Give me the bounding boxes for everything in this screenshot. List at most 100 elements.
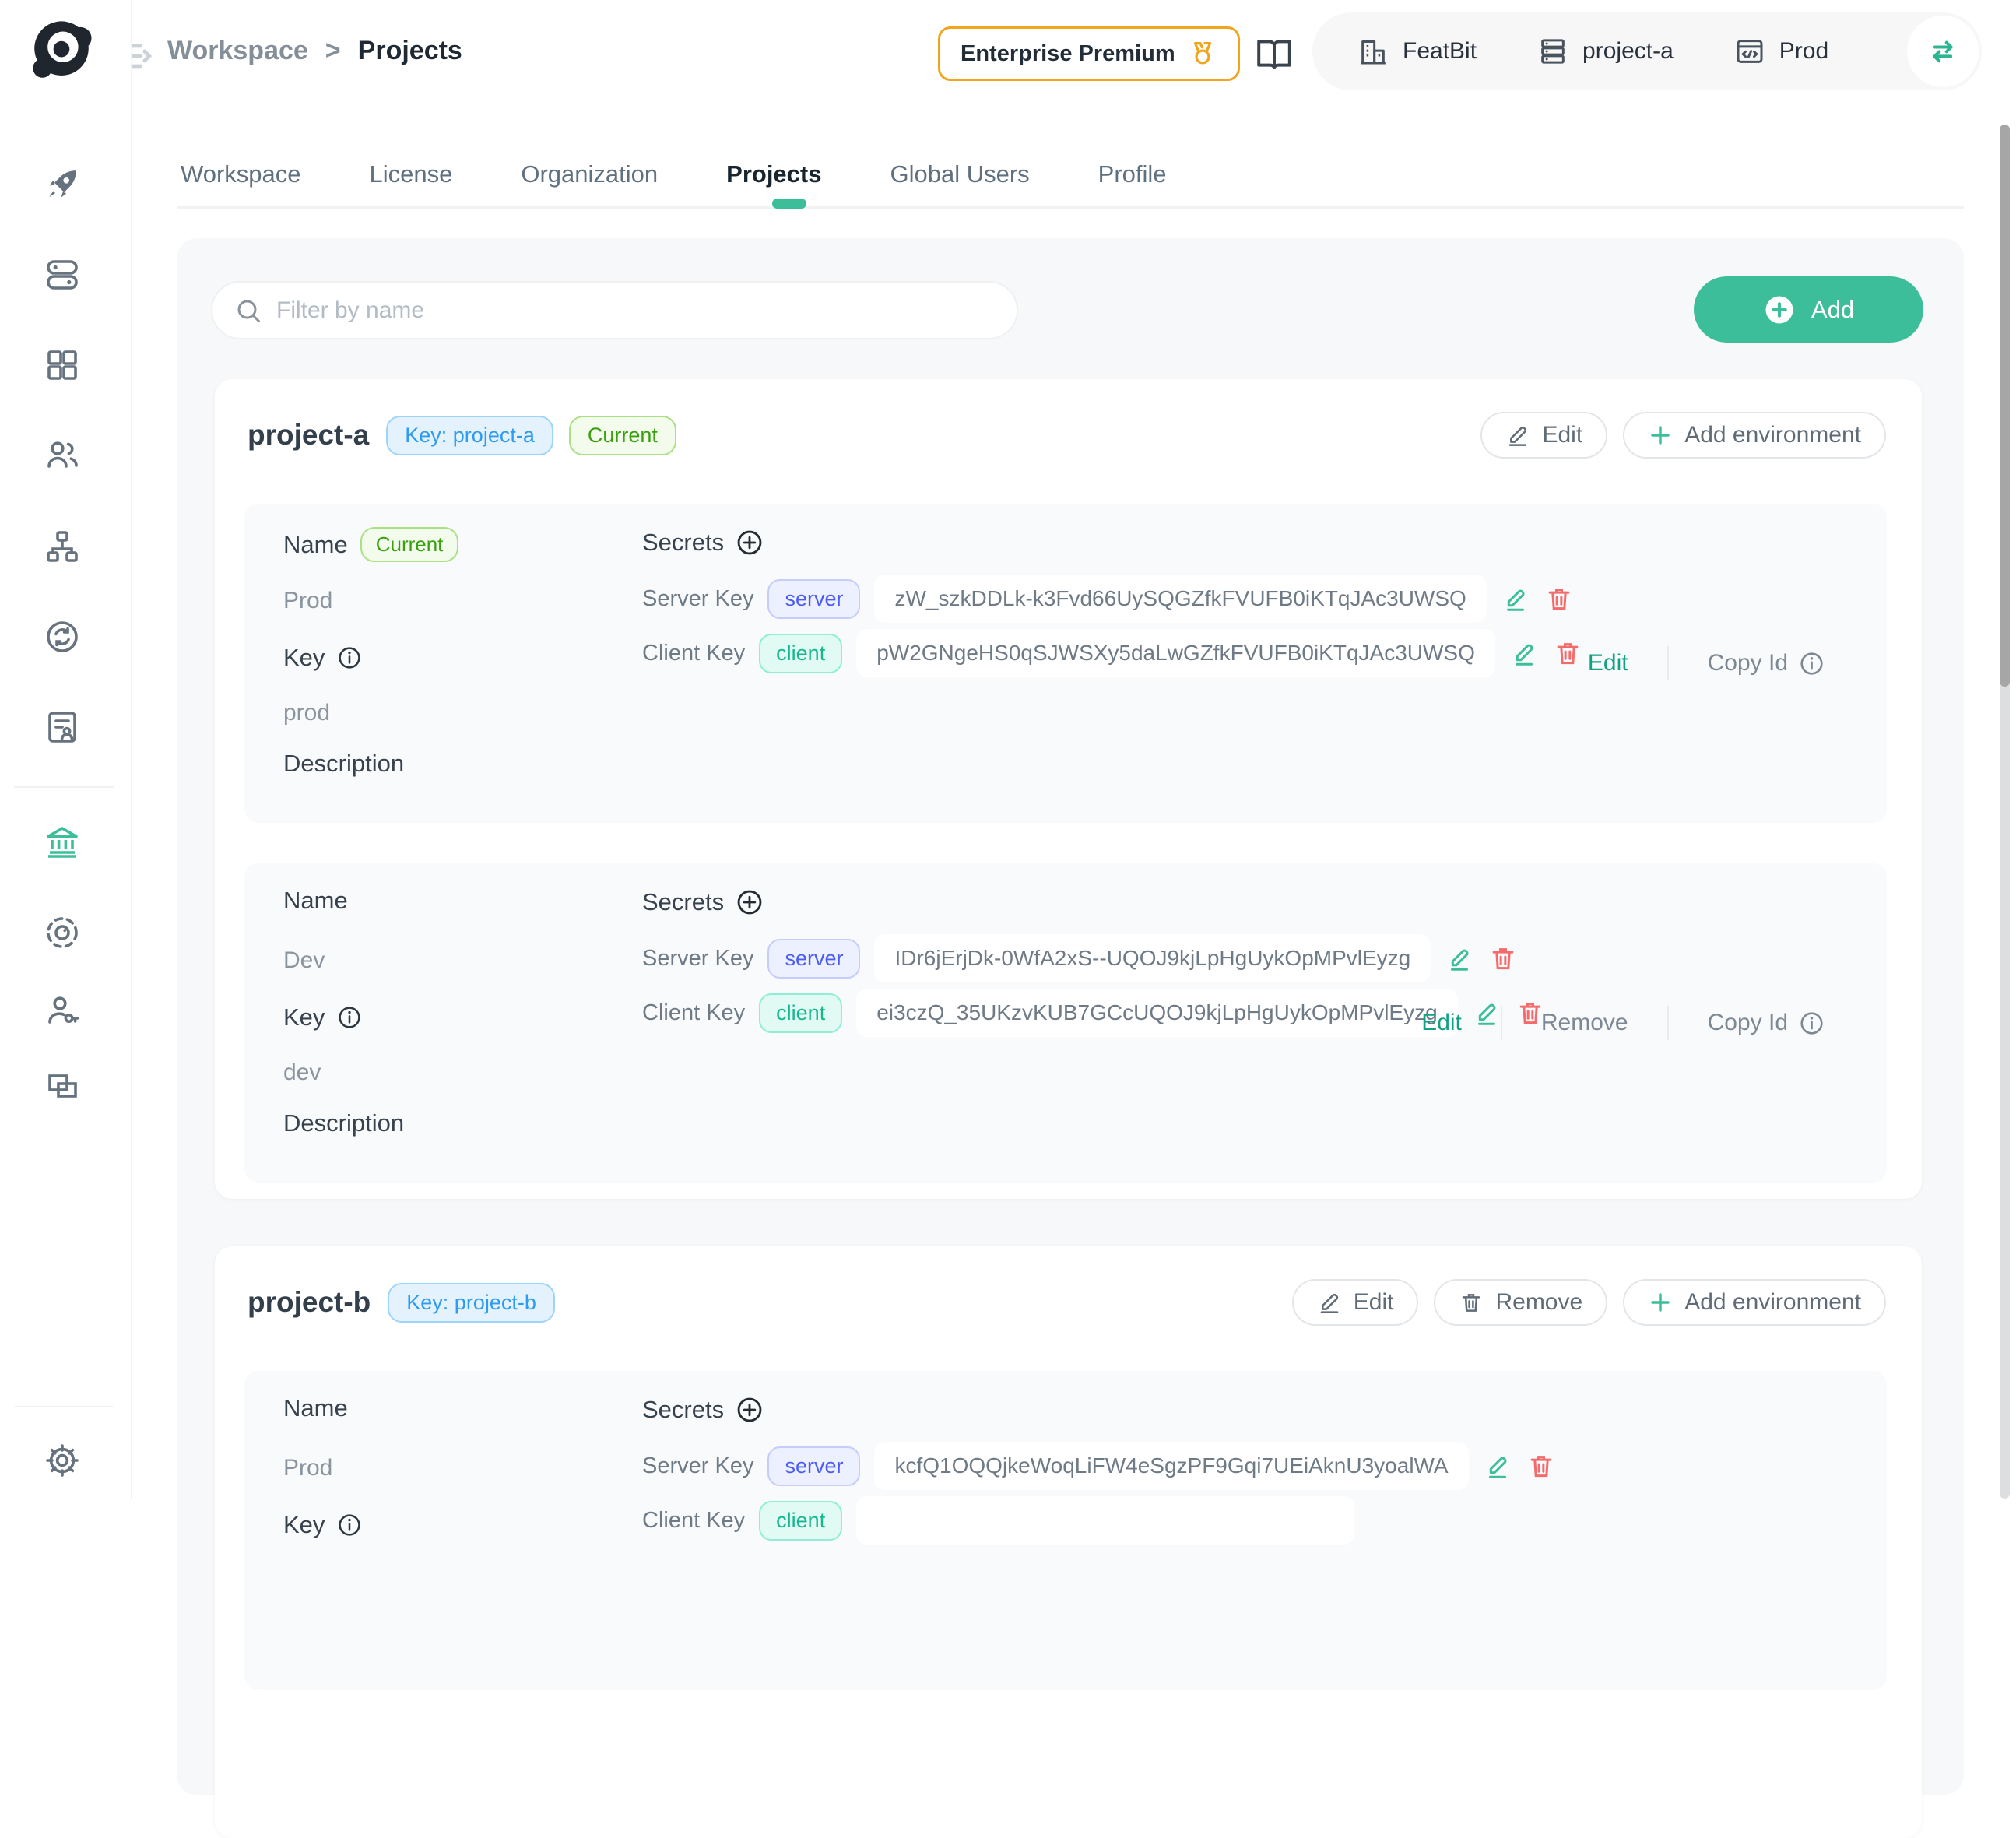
server-key-value: IDr6jErjDk-0WfA2xS--UQOJ9kjLpHgUykOpMPvl… <box>874 934 1431 982</box>
environment-name: Prod <box>283 1455 333 1481</box>
client-key-value <box>856 1496 1355 1545</box>
get-started-rocket-icon[interactable] <box>44 166 81 203</box>
switch-context-button[interactable] <box>1907 16 1979 87</box>
context-organization-label: FeatBit <box>1403 38 1477 64</box>
iam-eye-icon[interactable] <box>44 914 81 951</box>
context-project-label: project-a <box>1582 38 1674 64</box>
scrollbar-thumb[interactable] <box>2000 125 2010 687</box>
project-header: project-a Key: project-a Current Edit Ad… <box>215 379 1922 459</box>
secrets-header: Secrets <box>642 888 764 916</box>
sidebar <box>0 0 132 1499</box>
environment-name: Dev <box>283 947 325 973</box>
edit-secret-icon[interactable] <box>1445 944 1474 973</box>
add-secret-icon[interactable] <box>736 888 764 916</box>
remove-project-button[interactable]: Remove <box>1434 1279 1608 1326</box>
medal-icon <box>1188 39 1217 69</box>
tab-license[interactable]: License <box>369 160 453 188</box>
environment-console-icon <box>1737 40 1763 63</box>
relay-proxy-boxes-icon[interactable] <box>44 1067 81 1105</box>
delete-secret-icon[interactable] <box>1544 584 1574 613</box>
add-button-label: Add <box>1811 295 1855 323</box>
plus-icon <box>1651 1293 1670 1312</box>
environment-row: Name Dev Key dev Description Secrets <box>244 863 1887 1183</box>
tab-workspace[interactable]: Workspace <box>181 160 301 188</box>
add-environment-button[interactable]: Add environment <box>1623 412 1886 459</box>
feature-flags-toggles-icon[interactable] <box>44 256 81 293</box>
segments-sitemap-icon[interactable] <box>44 528 81 565</box>
context-organization[interactable]: FeatBit <box>1357 36 1477 67</box>
context-project[interactable]: project-a <box>1537 36 1674 67</box>
info-icon[interactable] <box>337 645 362 670</box>
filter-by-name-input[interactable] <box>276 297 1001 324</box>
context-bar: FeatBit project-a Prod <box>1312 12 1982 90</box>
edit-secret-icon[interactable] <box>1483 1451 1512 1481</box>
edit-environment-link[interactable]: Edit <box>1587 650 1628 676</box>
environment-key: dev <box>283 1060 321 1085</box>
breadcrumb-section[interactable]: Workspace <box>167 36 308 65</box>
client-key-value: pW2GNgeHS0qSJWSXy5daLwGZfkFVUFB0iKTqJAc3… <box>856 629 1495 677</box>
add-secret-icon[interactable] <box>736 1396 764 1424</box>
server-type-badge: server <box>767 938 861 979</box>
info-icon[interactable] <box>337 1513 362 1538</box>
active-tab-indicator <box>772 199 806 209</box>
delete-secret-icon[interactable] <box>1516 998 1545 1028</box>
copy-id-link[interactable]: Copy Id <box>1669 1010 1863 1036</box>
action-divider <box>1667 646 1669 680</box>
client-type-badge: client <box>759 633 843 673</box>
delete-secret-icon[interactable] <box>1488 944 1518 973</box>
project-title: project-b <box>248 1286 371 1318</box>
workspace-bank-icon[interactable] <box>44 824 81 861</box>
add-environment-button[interactable]: Add environment <box>1623 1279 1886 1326</box>
action-divider <box>1500 1006 1502 1040</box>
server-key-row: Server Key server zW_szkDDLk-k3Fvd66UySQ… <box>642 574 1574 624</box>
tab-profile[interactable]: Profile <box>1098 160 1167 188</box>
client-type-badge: client <box>759 993 843 1033</box>
server-key-row: Server Key server kcfQ1OQQjkeWoqLiFW4eSg… <box>642 1441 1556 1491</box>
remove-environment-link[interactable]: Remove <box>1540 1010 1628 1035</box>
project-stack-icon <box>1541 39 1565 64</box>
edit-secret-icon[interactable] <box>1472 998 1501 1028</box>
plus-circle-icon <box>1765 296 1793 323</box>
add-secret-icon[interactable] <box>736 529 764 557</box>
context-environment[interactable]: Prod <box>1734 36 1828 67</box>
project-current-badge: Current <box>568 415 676 455</box>
tab-global-users[interactable]: Global Users <box>890 160 1030 188</box>
edit-project-button[interactable]: Edit <box>1291 1279 1419 1326</box>
audit-doc-person-icon[interactable] <box>44 708 81 746</box>
edit-secret-icon[interactable] <box>1501 584 1530 613</box>
description-label: Description <box>283 1109 405 1137</box>
organization-building-icon <box>1361 40 1386 65</box>
edit-project-button[interactable]: Edit <box>1480 412 1608 459</box>
settings-gear-icon[interactable] <box>44 1442 81 1479</box>
featbit-logo-icon[interactable] <box>25 14 98 87</box>
tab-organization[interactable]: Organization <box>521 160 659 188</box>
client-key-value: ei3czQ_35UKzvKUB7GCcUQOJ9kjLpHgUykOpMPvl… <box>856 989 1458 1037</box>
environment-row: Name Current Prod Key prod Description S… <box>244 504 1887 823</box>
add-project-button[interactable]: Add <box>1694 276 1923 343</box>
description-label: Description <box>283 750 405 777</box>
pencil-icon <box>1509 426 1527 446</box>
sidebar-divider <box>14 1406 114 1407</box>
delete-secret-icon[interactable] <box>1526 1451 1556 1481</box>
remove-button-label: Remove <box>1495 1289 1583 1315</box>
dashboard-grid-icon[interactable] <box>44 346 81 384</box>
sync-circle-icon[interactable] <box>44 618 81 655</box>
access-token-person-key-icon[interactable] <box>44 992 81 1029</box>
documentation-book-icon[interactable] <box>1255 34 1294 73</box>
search-icon <box>237 300 260 322</box>
info-icon[interactable] <box>337 1005 362 1030</box>
project-key-badge: Key: project-b <box>388 1282 555 1323</box>
edit-secret-icon[interactable] <box>1509 638 1539 668</box>
users-icon[interactable] <box>44 436 81 473</box>
breadcrumb-page: Projects <box>357 36 462 65</box>
copy-id-link[interactable]: Copy Id <box>1669 650 1863 677</box>
tab-projects[interactable]: Projects <box>726 160 822 188</box>
environment-key: prod <box>283 700 331 726</box>
delete-secret-icon[interactable] <box>1553 638 1582 668</box>
plan-badge[interactable]: Enterprise Premium <box>938 26 1240 81</box>
secrets-header: Secrets <box>642 529 764 557</box>
info-icon <box>1800 652 1823 675</box>
client-key-row: Client Key client <box>642 1495 1355 1545</box>
edit-environment-link[interactable]: Edit <box>1421 1010 1462 1035</box>
projects-panel: Add project-a Key: project-a Current Edi… <box>177 238 1964 1838</box>
